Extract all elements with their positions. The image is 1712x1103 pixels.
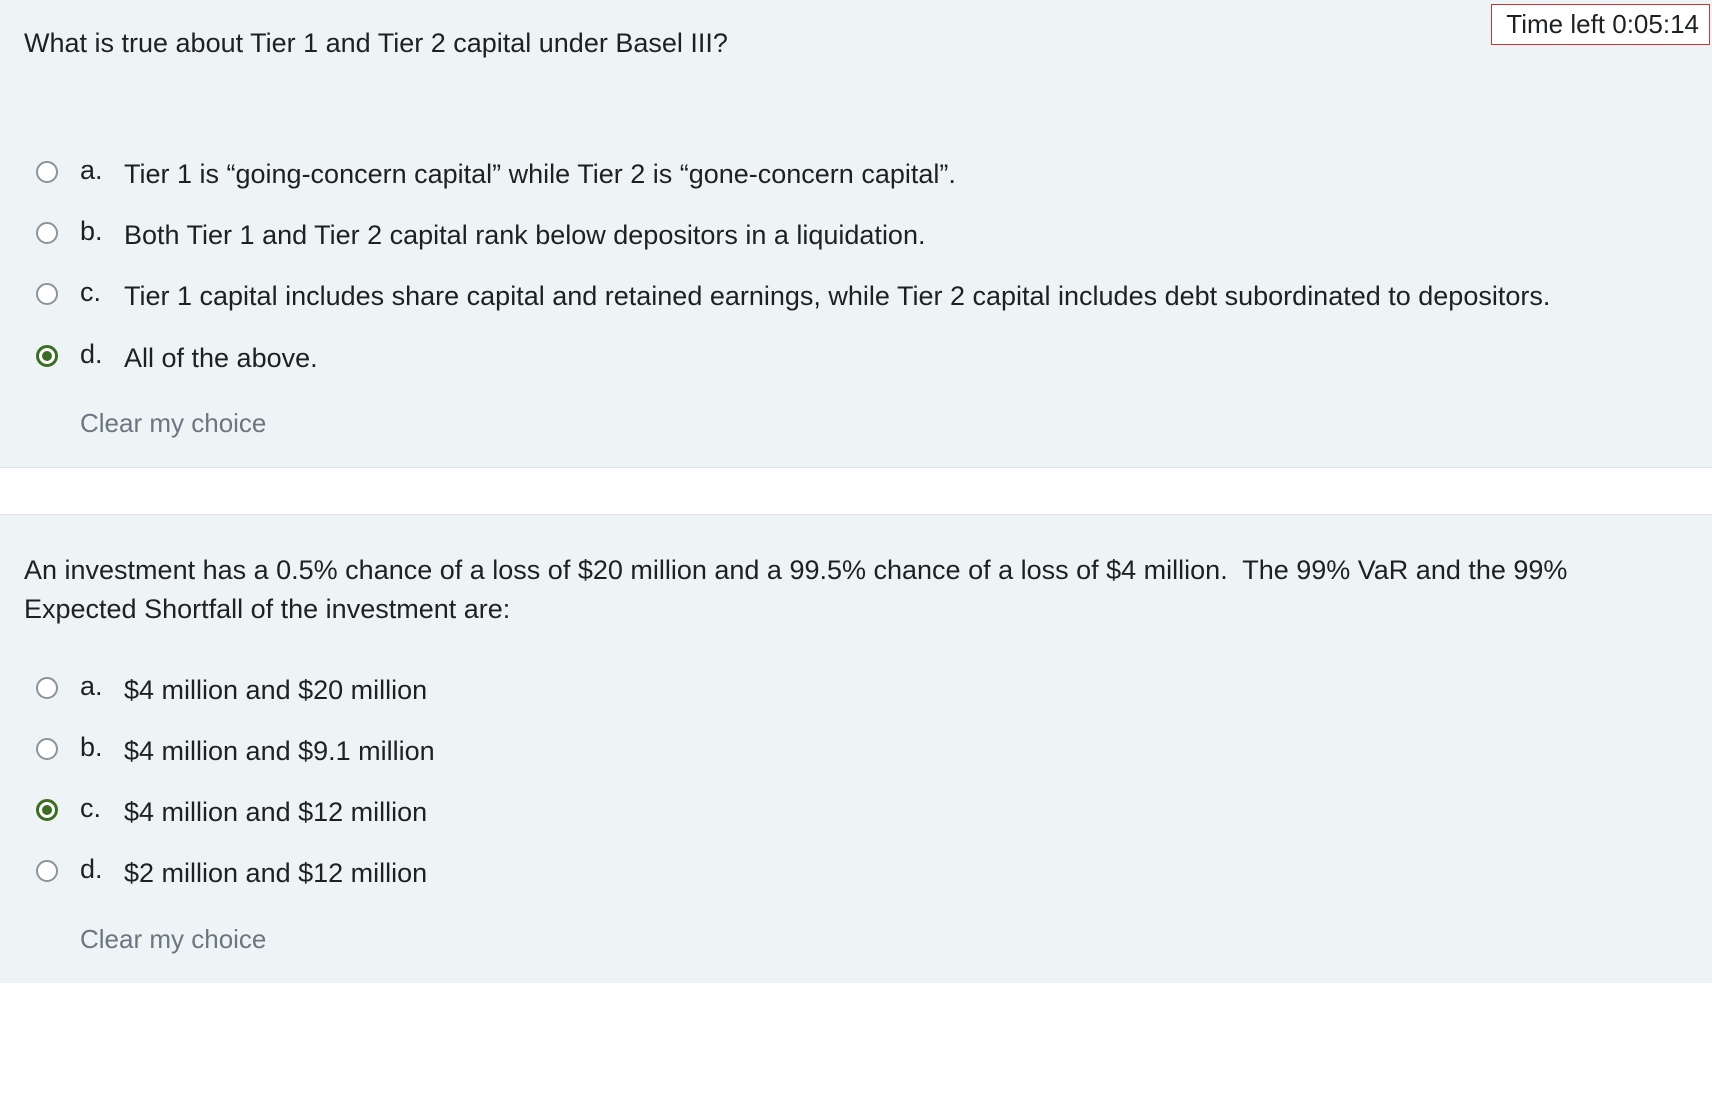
clear-choice-link[interactable]: Clear my choice [80,924,1688,955]
option-a[interactable]: a. Tier 1 is “going-concern capital” whi… [36,155,1688,194]
option-letter: b. [80,732,124,763]
option-text: $4 million and $12 million [124,793,427,832]
option-d[interactable]: d. All of the above. [36,339,1688,378]
option-text: Tier 1 capital includes share capital an… [124,277,1550,316]
option-text: $4 million and $20 million [124,671,427,710]
option-letter: a. [80,155,124,186]
option-d[interactable]: d. $2 million and $12 million [36,854,1688,893]
option-b[interactable]: b. $4 million and $9.1 million [36,732,1688,771]
option-letter: b. [80,216,124,247]
options-list: a. Tier 1 is “going-concern capital” whi… [24,155,1688,439]
option-c[interactable]: c. $4 million and $12 million [36,793,1688,832]
radio-icon[interactable] [36,222,58,244]
option-letter: c. [80,793,124,824]
option-letter: a. [80,671,124,702]
quiz-page: What is true about Tier 1 and Tier 2 cap… [0,0,1712,983]
option-text: Tier 1 is “going-concern capital” while … [124,155,956,194]
question-separator [0,467,1712,515]
radio-icon[interactable] [36,799,58,821]
question-prompt: What is true about Tier 1 and Tier 2 cap… [24,24,1491,63]
option-c[interactable]: c. Tier 1 capital includes share capital… [36,277,1688,316]
radio-icon[interactable] [36,677,58,699]
options-list: a. $4 million and $20 million b. $4 mill… [24,671,1688,955]
option-letter: c. [80,277,124,308]
timer-box: Time left 0:05:14 [1491,4,1710,45]
option-letter: d. [80,339,124,370]
radio-icon[interactable] [36,345,58,367]
question-header: What is true about Tier 1 and Tier 2 cap… [24,24,1688,63]
timer-value: 0:05:14 [1612,9,1699,39]
radio-icon[interactable] [36,860,58,882]
option-letter: d. [80,854,124,885]
option-text: All of the above. [124,339,318,378]
option-text: $2 million and $12 million [124,854,427,893]
question-prompt: An investment has a 0.5% chance of a los… [24,539,1688,629]
radio-icon[interactable] [36,283,58,305]
radio-icon[interactable] [36,738,58,760]
question-block-2: An investment has a 0.5% chance of a los… [0,515,1712,983]
option-a[interactable]: a. $4 million and $20 million [36,671,1688,710]
radio-icon[interactable] [36,161,58,183]
timer-label: Time left [1506,9,1605,39]
question-block-1: What is true about Tier 1 and Tier 2 cap… [0,0,1712,467]
option-text: $4 million and $9.1 million [124,732,435,771]
option-b[interactable]: b. Both Tier 1 and Tier 2 capital rank b… [36,216,1688,255]
option-text: Both Tier 1 and Tier 2 capital rank belo… [124,216,925,255]
clear-choice-link[interactable]: Clear my choice [80,408,1688,439]
